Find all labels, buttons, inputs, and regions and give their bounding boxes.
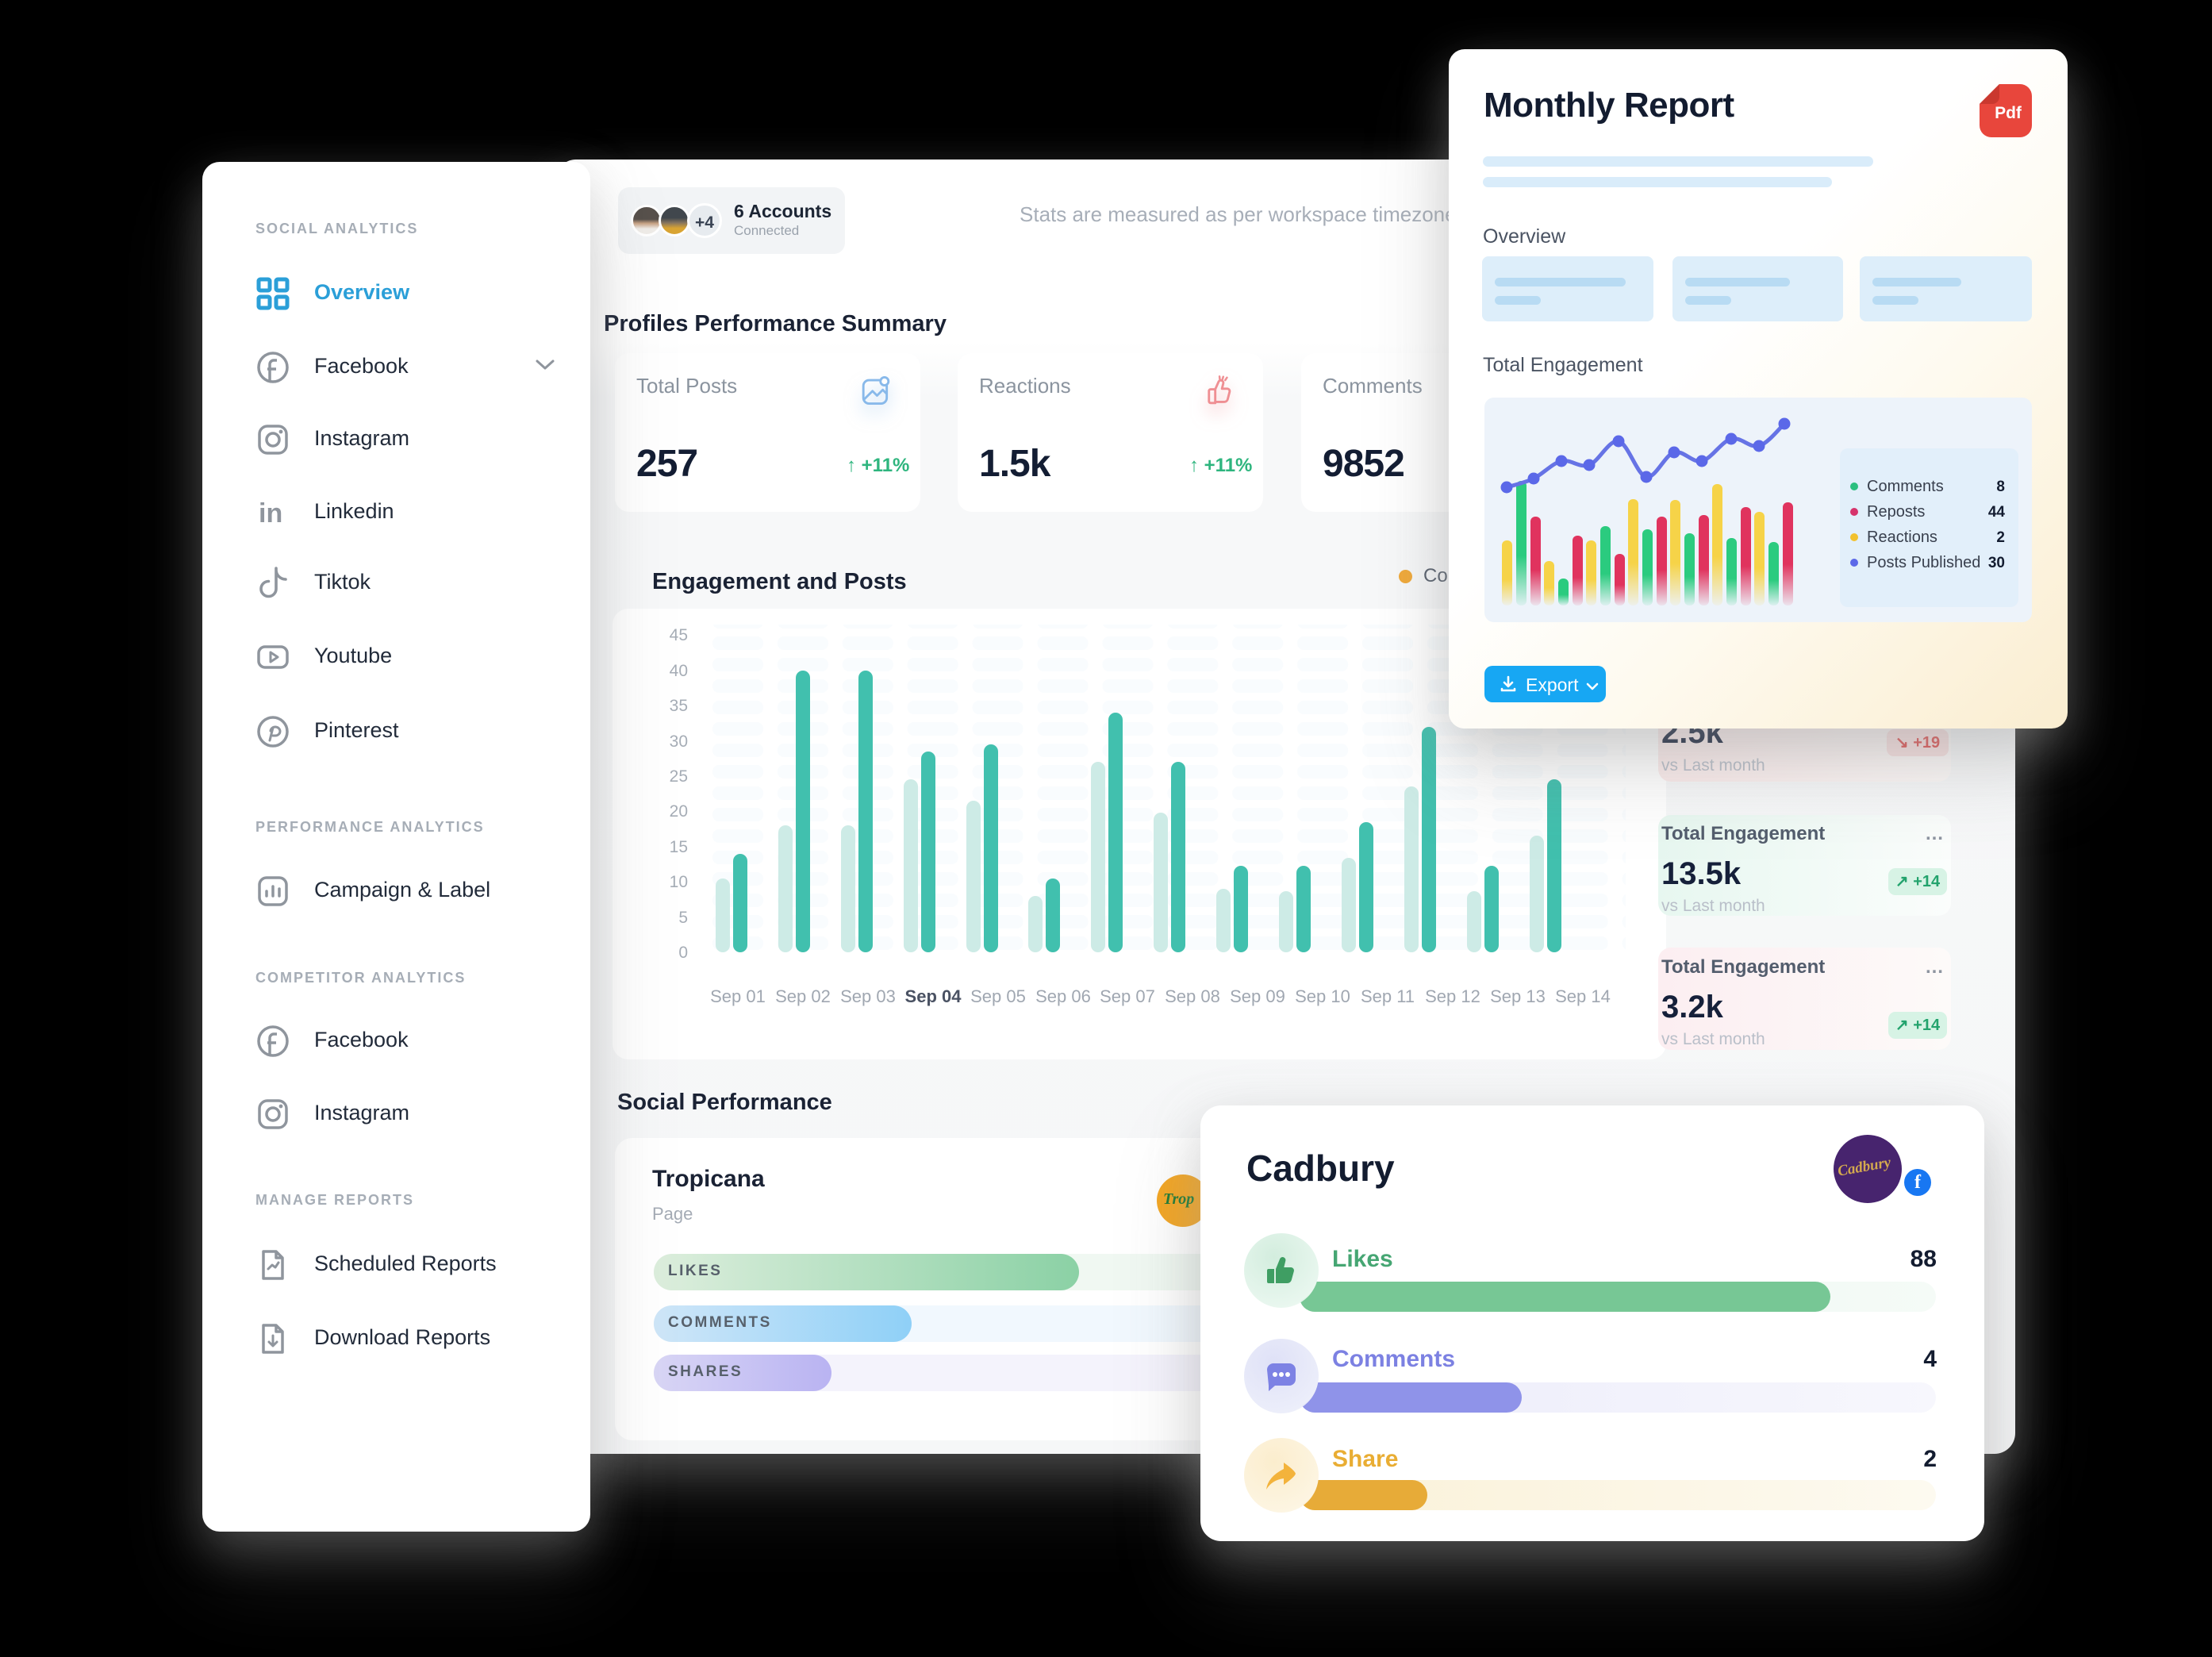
- svg-text:Pdf: Pdf: [1995, 104, 2022, 122]
- svg-text:Reposts: Reposts: [1867, 503, 1925, 521]
- svg-text:Comments: Comments: [1867, 478, 1944, 495]
- svg-text:Reactions: Reactions: [1867, 529, 1937, 546]
- svg-text:Sep 02: Sep 02: [775, 986, 831, 1006]
- svg-text:15: 15: [670, 838, 688, 856]
- svg-text:35: 35: [670, 697, 688, 715]
- svg-text:20: 20: [670, 802, 688, 821]
- svg-text:Sep 07: Sep 07: [1100, 986, 1155, 1006]
- svg-text:Sep 12: Sep 12: [1425, 986, 1480, 1006]
- svg-text:5: 5: [678, 909, 688, 927]
- svg-text:Sep 04: Sep 04: [905, 986, 962, 1006]
- svg-text:0: 0: [678, 944, 688, 962]
- svg-text:45: 45: [670, 626, 688, 644]
- svg-text:40: 40: [670, 662, 688, 680]
- svg-text:Sep 13: Sep 13: [1490, 986, 1546, 1006]
- svg-text:Sep 14: Sep 14: [1555, 986, 1611, 1006]
- svg-text:in: in: [259, 498, 282, 529]
- svg-text:10: 10: [670, 873, 688, 891]
- svg-text:30: 30: [670, 732, 688, 751]
- svg-text:30: 30: [1988, 555, 2005, 571]
- svg-text:Sep 06: Sep 06: [1035, 986, 1091, 1006]
- svg-text:2: 2: [1996, 529, 2005, 546]
- svg-text:Sep 11: Sep 11: [1361, 986, 1415, 1006]
- svg-text:44: 44: [1988, 504, 2006, 521]
- svg-text:Sep 05: Sep 05: [970, 986, 1026, 1006]
- svg-text:8: 8: [1996, 479, 2005, 495]
- svg-text:25: 25: [670, 767, 688, 786]
- svg-text:Posts Published: Posts Published: [1867, 554, 1980, 571]
- svg-text:Sep 09: Sep 09: [1230, 986, 1285, 1006]
- svg-text:Sep 08: Sep 08: [1165, 986, 1220, 1006]
- svg-text:Sep 01: Sep 01: [710, 986, 766, 1006]
- svg-text:Sep 03: Sep 03: [840, 986, 896, 1006]
- svg-text:Sep 10: Sep 10: [1295, 986, 1350, 1006]
